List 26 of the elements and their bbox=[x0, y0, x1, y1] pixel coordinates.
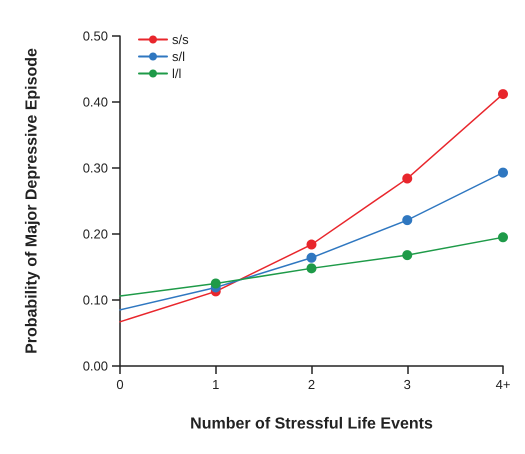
legend-label: s/s bbox=[172, 32, 190, 47]
point bbox=[402, 250, 412, 260]
x-tick-label: 0 bbox=[116, 377, 124, 392]
y-tick-label: 0.50 bbox=[82, 28, 108, 44]
point bbox=[402, 174, 412, 184]
y-axis-title: Probability of Major Depressive Episode bbox=[24, 48, 40, 354]
x-tick-label: 1 bbox=[212, 377, 220, 392]
y-tick-label: 0.20 bbox=[82, 226, 108, 242]
point bbox=[498, 232, 508, 242]
point bbox=[402, 215, 412, 226]
x-axis-title: Number of Stressful Life Events bbox=[190, 416, 433, 432]
x-tick-label: 2 bbox=[308, 377, 316, 392]
y-tick-label: 0.10 bbox=[82, 292, 108, 308]
x-tick-label: 4+ bbox=[496, 377, 510, 392]
x-tick-label: 3 bbox=[404, 377, 411, 392]
legend-label: l/l bbox=[172, 66, 182, 81]
point bbox=[306, 252, 316, 263]
point bbox=[306, 240, 316, 250]
y-tick-label: 0.00 bbox=[82, 358, 108, 374]
y-tick-label: 0.30 bbox=[82, 160, 108, 176]
y-tick-label: 0.40 bbox=[82, 94, 108, 110]
point bbox=[498, 168, 508, 178]
point bbox=[306, 263, 316, 274]
point bbox=[210, 278, 221, 288]
point bbox=[498, 89, 508, 100]
legend-label: s/l bbox=[172, 49, 186, 64]
